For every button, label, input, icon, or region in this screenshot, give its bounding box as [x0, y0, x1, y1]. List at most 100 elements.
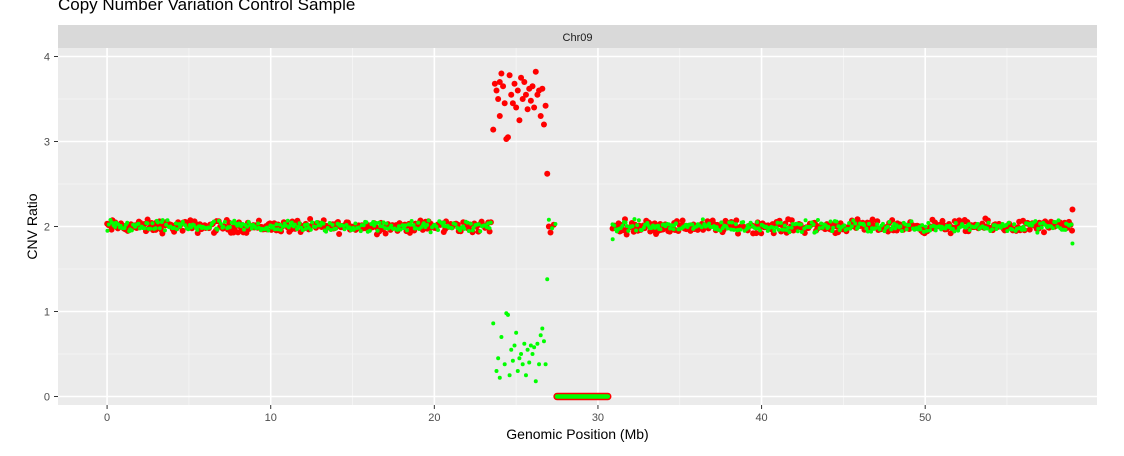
data-point [690, 222, 695, 227]
data-point [275, 227, 280, 232]
data-point [537, 113, 544, 119]
data-point [528, 343, 533, 348]
data-point [1035, 230, 1040, 235]
data-point [707, 221, 712, 226]
data-point [361, 223, 366, 228]
data-point [490, 126, 497, 133]
data-point [462, 226, 467, 231]
data-point [610, 237, 615, 242]
data-point [635, 223, 640, 228]
y-tick-label: 4 [44, 52, 50, 64]
data-point [786, 225, 791, 230]
data-point [351, 227, 356, 232]
data-point [920, 223, 925, 228]
data-point [543, 362, 548, 367]
data-point [227, 225, 232, 230]
data-point [292, 222, 297, 227]
data-point [525, 347, 530, 352]
y-axis-label: CNV Ratio [24, 193, 40, 259]
data-point [403, 223, 408, 228]
data-point [413, 226, 418, 231]
data-point [1069, 206, 1076, 213]
data-point [533, 379, 538, 384]
data-point [358, 229, 363, 234]
data-point [106, 222, 111, 227]
data-point [1006, 220, 1011, 225]
data-point [953, 220, 958, 225]
data-point [885, 224, 890, 229]
data-point [186, 227, 191, 232]
data-point [814, 229, 819, 234]
data-point [532, 345, 537, 350]
data-point [781, 227, 786, 232]
data-point [271, 224, 276, 229]
data-point [849, 224, 854, 229]
data-point [612, 223, 617, 228]
data-point [623, 231, 630, 238]
x-tick-label: 10 [265, 412, 277, 424]
data-point [1053, 220, 1058, 225]
data-point [845, 226, 850, 231]
data-point [113, 224, 118, 229]
data-point [522, 91, 529, 98]
data-point [909, 219, 914, 224]
data-point [1036, 226, 1041, 231]
data-point [1010, 227, 1015, 232]
y-tick-label: 1 [44, 307, 50, 319]
data-point [216, 218, 221, 223]
data-point [218, 221, 223, 226]
data-point [700, 217, 705, 222]
data-point [408, 222, 413, 227]
data-point [453, 222, 458, 227]
data-point [330, 222, 335, 227]
data-point [207, 225, 212, 230]
data-point [381, 220, 386, 225]
data-point [310, 220, 315, 225]
data-point [507, 373, 512, 378]
data-point [898, 224, 903, 229]
data-point [171, 225, 176, 230]
data-point [719, 220, 724, 225]
data-point [671, 227, 676, 232]
data-point [297, 221, 302, 226]
data-point [180, 219, 185, 224]
data-point [145, 221, 150, 226]
data-point [256, 221, 261, 226]
data-point [245, 224, 250, 229]
data-point [1022, 227, 1027, 232]
data-point [1069, 227, 1076, 234]
data-point [747, 225, 752, 230]
data-point [869, 216, 876, 223]
data-point [333, 226, 338, 231]
data-point [436, 228, 441, 233]
data-point [553, 221, 558, 226]
data-point [513, 104, 520, 111]
data-point [529, 83, 536, 90]
data-point [305, 222, 310, 227]
data-point [222, 219, 227, 224]
data-point [960, 222, 965, 227]
data-point [731, 227, 736, 232]
data-point [668, 226, 673, 231]
data-point [289, 220, 294, 225]
data-point [550, 226, 555, 231]
data-point [947, 223, 952, 228]
data-point [300, 228, 305, 233]
data-point [540, 121, 547, 128]
data-point [497, 375, 502, 380]
data-point [1040, 229, 1047, 236]
data-point [819, 221, 824, 226]
data-point [893, 226, 898, 231]
data-point [468, 221, 473, 226]
data-point [727, 220, 732, 225]
data-point [634, 228, 639, 233]
data-point [524, 106, 531, 113]
data-point [398, 227, 403, 232]
data-point [718, 228, 723, 233]
facet-label: Chr09 [563, 32, 593, 44]
data-point [520, 362, 525, 367]
y-tick-label: 3 [44, 137, 50, 149]
data-point [328, 228, 333, 233]
data-point [425, 223, 430, 228]
data-point [509, 100, 516, 107]
